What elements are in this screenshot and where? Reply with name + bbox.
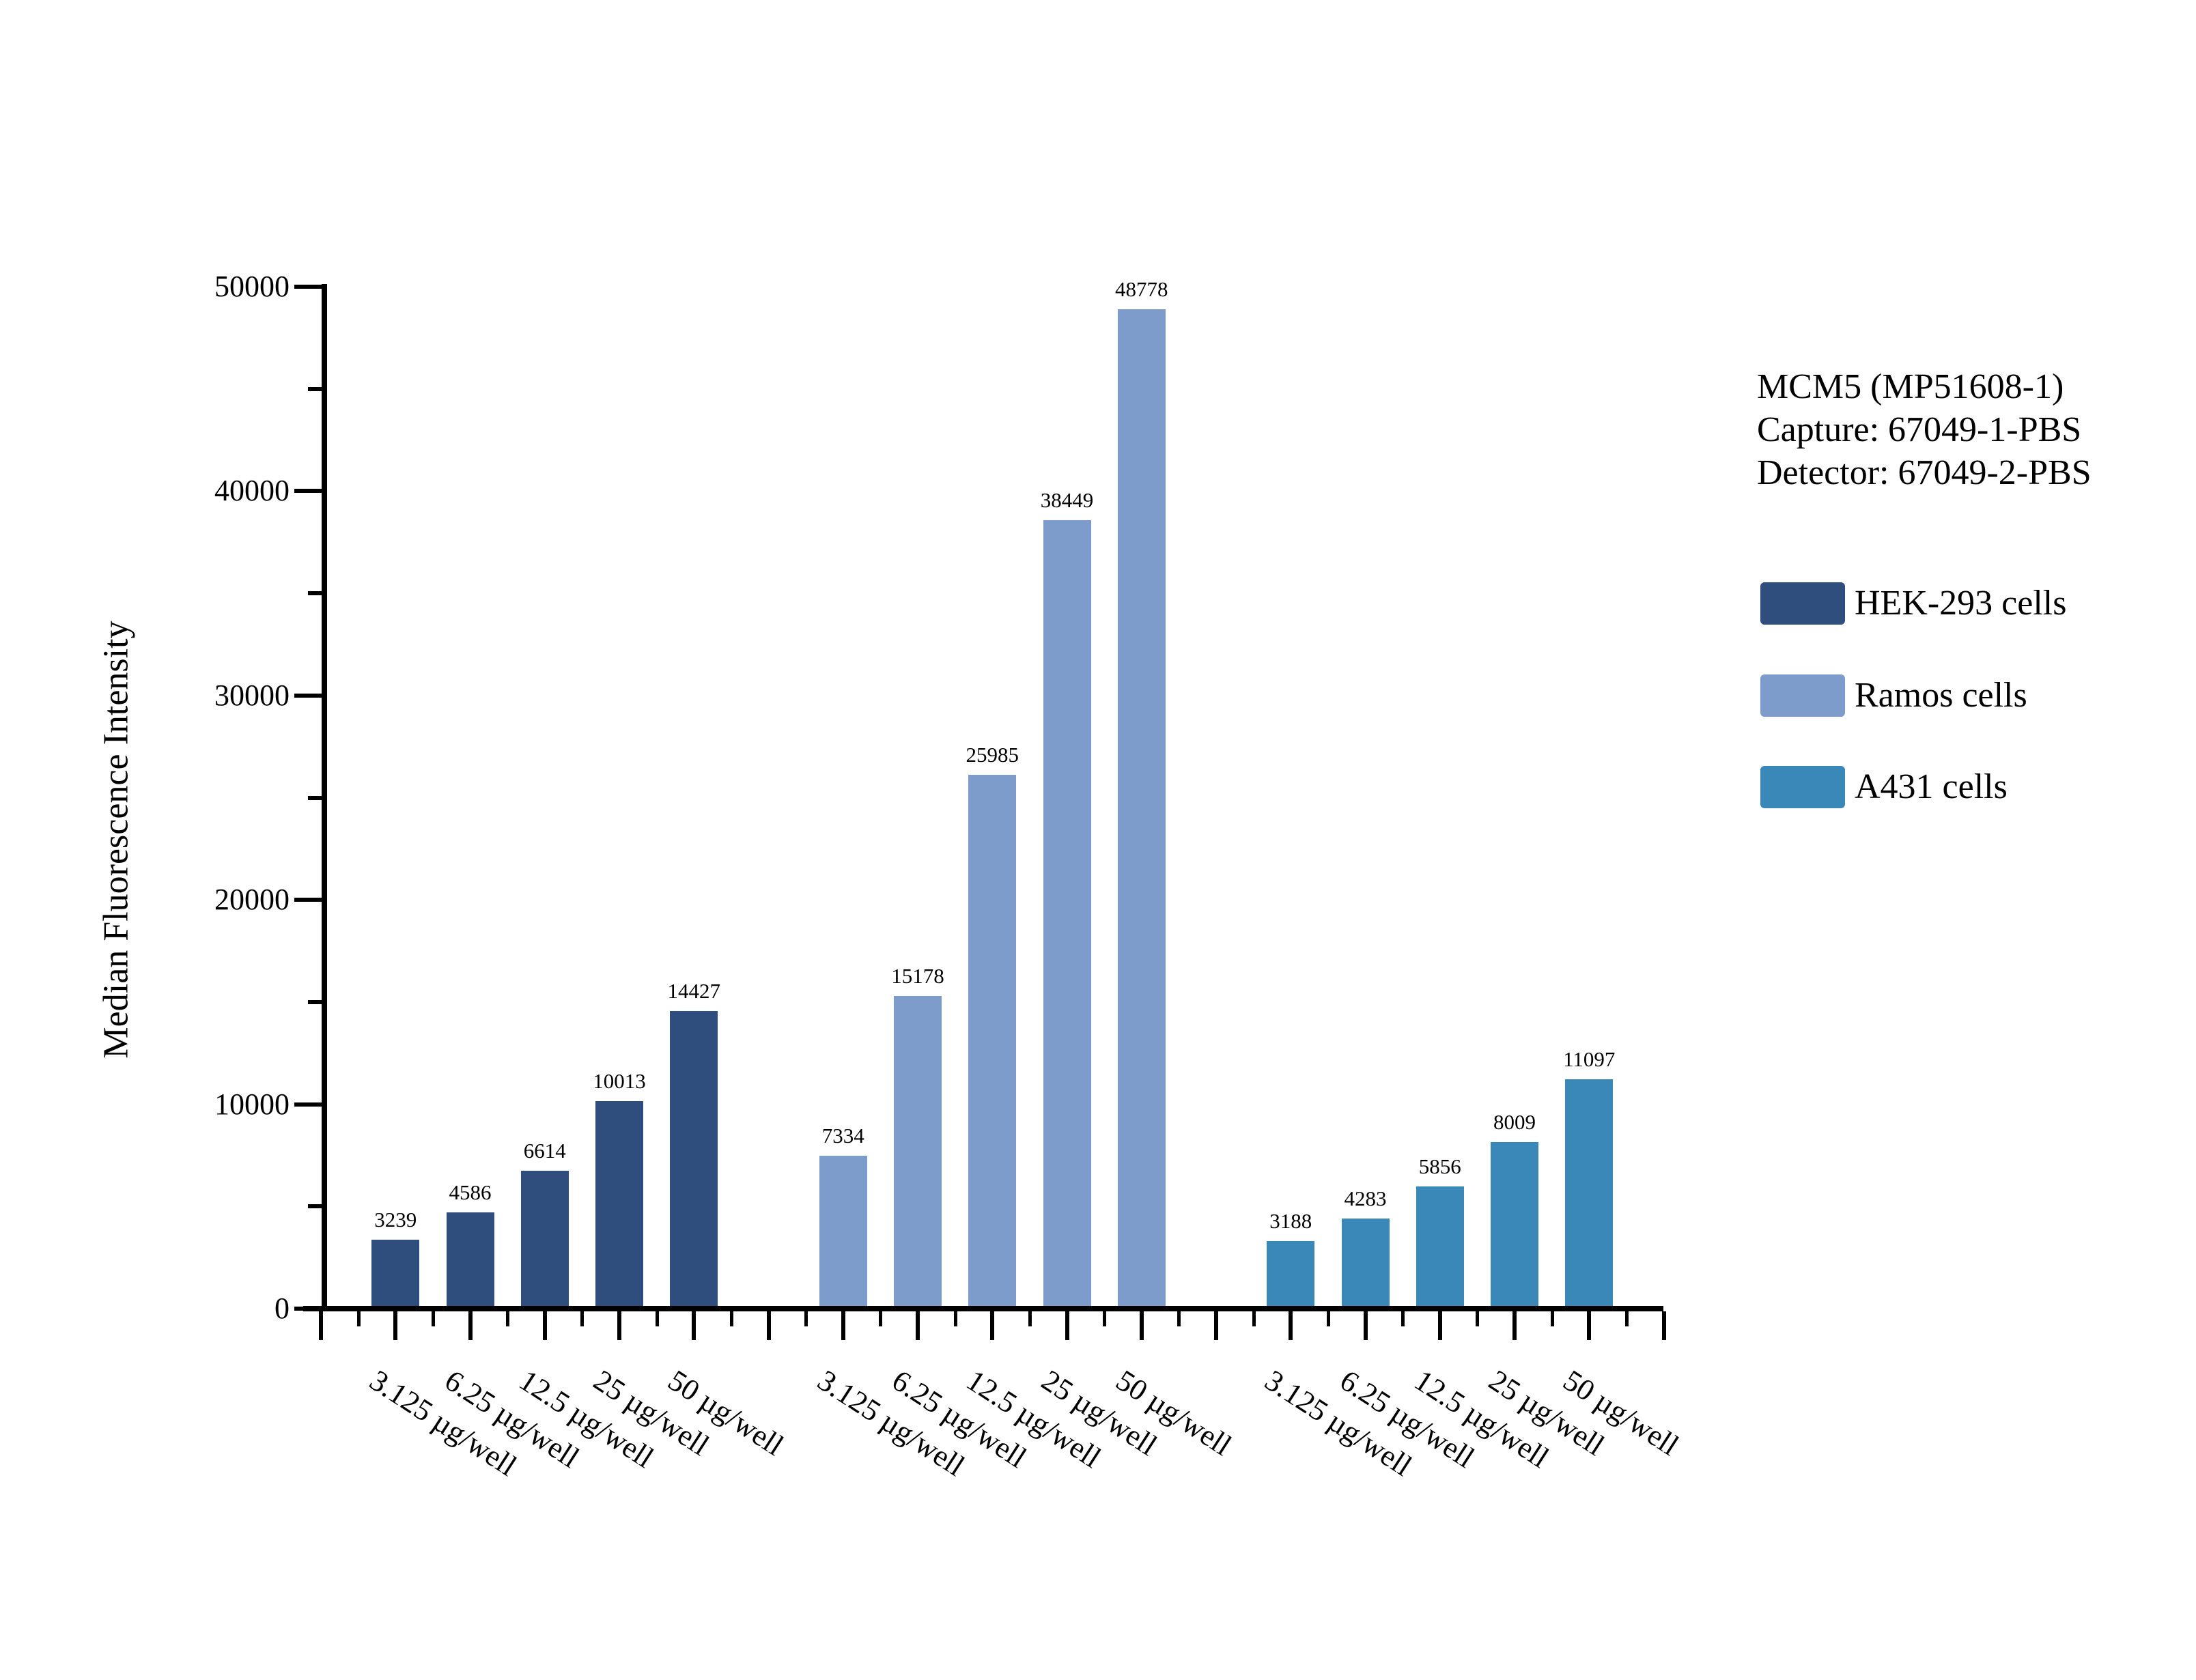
y-minor-tick [308,999,322,1004]
bar-value-label: 10013 [593,1069,646,1093]
bar [1043,520,1091,1306]
x-minor-tick [655,1311,659,1326]
x-minor-tick [1252,1311,1256,1326]
bar-value-label: 25985 [966,743,1019,767]
bar-value-label: 4586 [449,1180,492,1204]
y-tick-label: 40000 [214,474,290,508]
y-minor-tick [308,591,322,596]
x-minor-tick [580,1311,585,1326]
x-major-tick [468,1311,473,1340]
x-minor-tick [1028,1311,1032,1326]
y-major-tick [294,489,322,494]
x-major-tick [841,1311,845,1340]
x-minor-tick [431,1311,435,1326]
x-minor-tick [1624,1311,1629,1326]
x-major-tick [766,1311,771,1340]
x-minor-tick [879,1311,883,1326]
x-major-tick [1214,1311,1218,1340]
y-major-tick [294,1102,322,1107]
y-minor-tick [308,795,322,800]
y-minor-tick [308,386,322,391]
bar-value-label: 11097 [1563,1047,1616,1071]
bar [819,1156,867,1306]
bar-value-label: 8009 [1493,1110,1536,1134]
bar-value-label: 3188 [1269,1209,1312,1233]
x-major-tick [617,1311,621,1340]
x-major-tick [692,1311,696,1340]
bar-value-label: 7334 [821,1124,864,1148]
x-minor-tick [1103,1311,1107,1326]
x-major-tick [1139,1311,1144,1340]
x-minor-tick [804,1311,808,1326]
y-tick-label: 20000 [214,883,290,917]
bar-value-label: 4283 [1344,1186,1387,1210]
annotation-line-1: MCM5 (MP51608-1) [1757,367,2064,406]
bar [371,1240,420,1306]
y-tick-label: 0 [274,1292,290,1325]
x-major-tick [542,1311,547,1340]
y-axis-line [322,284,327,1311]
bar-value-label: 15178 [891,964,944,988]
x-minor-tick [953,1311,957,1326]
bar [595,1101,643,1306]
y-tick-label: 30000 [214,678,290,712]
x-major-tick [1512,1311,1517,1340]
annotation-line-3: Detector: 67049-2-PBS [1757,453,2092,492]
x-major-tick [1437,1311,1442,1340]
bar-value-label: 6614 [523,1139,566,1163]
x-major-tick [1065,1311,1069,1340]
bar-value-label: 48778 [1115,277,1168,301]
x-minor-tick [1401,1311,1405,1326]
x-major-tick [319,1311,323,1340]
x-major-tick [1661,1311,1666,1340]
y-major-tick [294,285,322,289]
y-tick-label: 50000 [214,270,290,303]
x-minor-tick [1476,1311,1480,1326]
x-minor-tick [356,1311,361,1326]
bar [520,1171,569,1306]
bar-value-label: 14427 [667,979,721,1003]
bar [1341,1219,1390,1306]
bar-value-label: 3239 [374,1208,417,1231]
x-major-tick [1289,1311,1293,1340]
bar [1565,1079,1614,1306]
annotation-line-2: Capture: 67049-1-PBS [1757,410,2082,449]
bar [894,996,942,1306]
bar [1416,1186,1464,1306]
bar [670,1011,718,1306]
y-tick-label: 10000 [214,1087,290,1121]
bar [1267,1241,1315,1306]
y-minor-tick [308,1204,322,1209]
bar [1491,1142,1538,1306]
x-minor-tick [729,1311,733,1326]
bar-value-label: 38449 [1040,488,1094,512]
x-minor-tick [506,1311,510,1326]
annotation-block: MCM5 (MP51608-1) Capture: 67049-1-PBS De… [1757,365,2092,494]
x-major-tick [1363,1311,1368,1340]
y-major-tick [294,693,322,698]
bar-value-label: 5856 [1418,1154,1461,1178]
x-major-tick [916,1311,920,1340]
x-major-tick [1587,1311,1592,1340]
y-major-tick [294,898,322,902]
x-major-tick [393,1311,398,1340]
x-minor-tick [1177,1311,1181,1326]
x-axis-line [303,1306,1663,1311]
bar [1117,309,1166,1306]
x-major-tick [990,1311,995,1340]
x-minor-tick [1550,1311,1554,1326]
y-major-tick [294,1307,322,1311]
bar [968,775,1017,1306]
bar [446,1212,494,1306]
x-minor-tick [1326,1311,1330,1326]
